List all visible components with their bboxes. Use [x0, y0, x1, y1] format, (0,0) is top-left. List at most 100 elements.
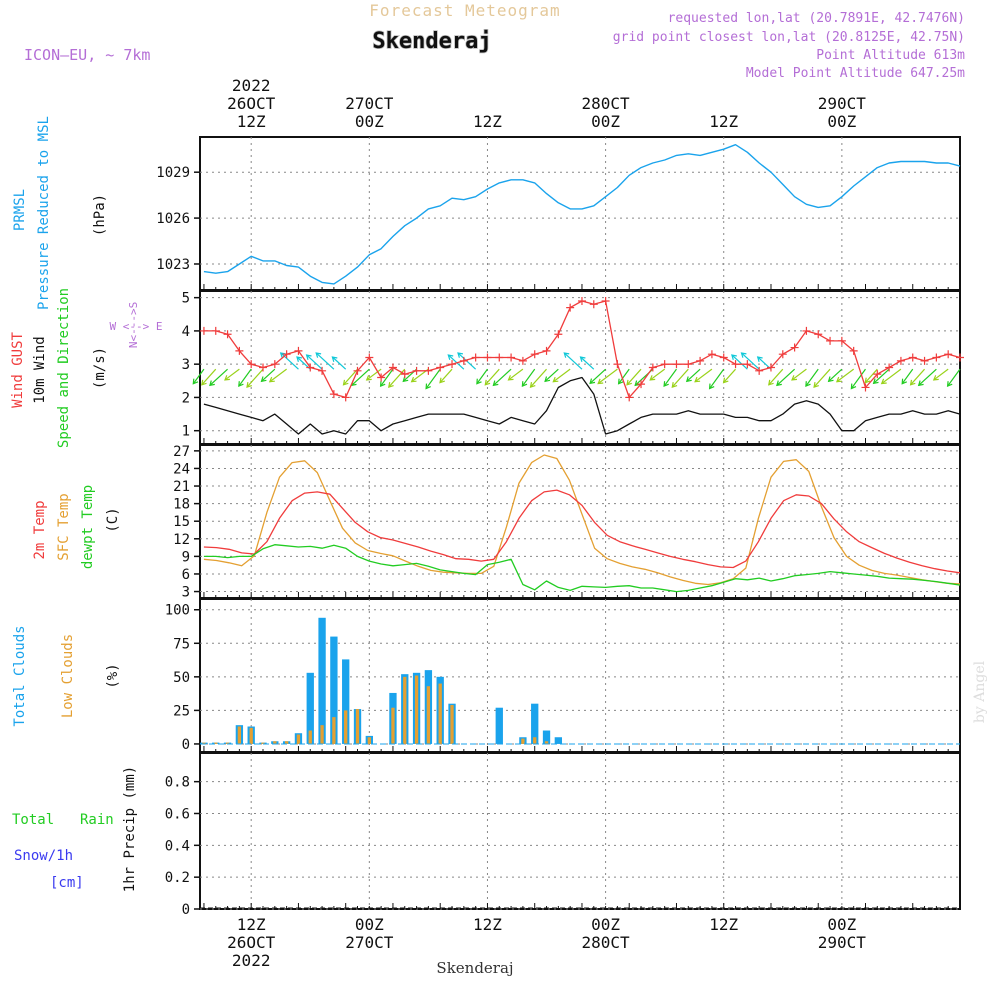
wind-arrow-head [447, 354, 454, 360]
series-dewpt [203, 544, 961, 593]
pressure-panel: 1023 1026 1029 [156, 136, 961, 291]
gust-marker [412, 366, 421, 375]
product-title: Forecast Meteogram [369, 1, 560, 20]
bottom-time-label: 2022 [232, 951, 271, 970]
gust-marker [495, 353, 504, 362]
y-tick-label: 3 [182, 585, 190, 601]
low-cloud-bar [533, 737, 537, 744]
gust-marker [554, 330, 563, 339]
wind-arrow-head [589, 378, 596, 385]
gust-marker [353, 366, 362, 375]
gust-marker [743, 360, 752, 369]
wind-arrow-head [813, 381, 819, 388]
wind-arrow-head [626, 379, 632, 386]
label-prmsl: PRMSL [12, 189, 28, 231]
y-tick-label: 1 [182, 424, 190, 440]
gust-marker [885, 363, 894, 372]
top-time-label: 12Z [237, 112, 266, 131]
wind-arrow-head [201, 379, 207, 386]
wind-direction-arrow [813, 368, 831, 388]
label-low-clouds: Low Clouds [60, 634, 76, 718]
low-cloud-bar [438, 683, 442, 744]
top-time-label: 00Z [827, 112, 856, 131]
wind-direction-arrow [671, 368, 689, 388]
wind-arrow-head [579, 356, 586, 362]
wind-arrow-head [425, 383, 431, 390]
series-gust [203, 300, 961, 399]
model-label: ICON—EU, ~ 7km [24, 46, 150, 64]
wind-direction-arrow [723, 368, 736, 383]
y-tick-label: 0 [182, 902, 190, 918]
wind-direction-arrow [791, 368, 807, 381]
total-cloud-bar [554, 737, 563, 744]
gust-marker [282, 350, 291, 359]
wind-arrow-head [305, 354, 312, 360]
wind-arrow-head [901, 378, 908, 385]
wind-direction-arrow [366, 368, 382, 381]
gust-marker [211, 326, 220, 335]
panel-frame [199, 598, 961, 753]
wind-arrow-head [597, 378, 604, 385]
wind-arrow-head [492, 380, 499, 387]
y-tick-label: 3 [182, 357, 190, 373]
label-ms: (m/s) [92, 347, 108, 389]
low-cloud-bar [320, 725, 324, 744]
y-tick-label: 50 [173, 670, 190, 686]
total-cloud-bar [531, 703, 539, 744]
y-tick-label: 1029 [156, 165, 190, 181]
bottom-time-label: 12Z [237, 915, 266, 934]
wind-arrow-head [476, 378, 482, 385]
low-cloud-bar [261, 742, 265, 744]
wind-arrow-head [917, 380, 924, 387]
wind-arrow-head [457, 352, 464, 358]
wind-direction-arrow [776, 368, 796, 386]
wind-arrow-head [544, 376, 551, 383]
gust-marker [790, 343, 799, 352]
wind-arrow-head [805, 381, 811, 388]
gust-marker [448, 360, 457, 369]
low-cloud-bar [332, 717, 336, 744]
low-cloud-bar [237, 726, 242, 744]
gust-marker [388, 363, 397, 372]
wind-arrow-head [552, 376, 559, 383]
gust-marker [424, 366, 433, 375]
wind-direction-arrow [580, 356, 595, 370]
gust-marker [199, 326, 208, 335]
y-tick-label: 0.8 [165, 775, 190, 791]
wind-direction-arrow [836, 368, 855, 383]
bottom-time-label: 12Z [709, 915, 738, 934]
bottom-time-label: 12Z [473, 915, 502, 934]
wind-direction-arrow [269, 368, 287, 383]
wind-arrow-head [740, 352, 747, 358]
wind-arrow-head [708, 383, 715, 390]
gust-marker [471, 353, 480, 362]
low-cloud-bar [355, 709, 360, 744]
series-prmsl [203, 143, 961, 285]
gust-marker [956, 353, 964, 362]
wind-direction-arrow [918, 368, 937, 386]
wind-direction-arrow [380, 368, 394, 387]
wind-panel: 1 2 3 4 5 [182, 290, 964, 445]
wind-direction-arrow [873, 368, 890, 384]
wind-arrow-head [224, 375, 230, 381]
model-altitude: Model Point Altitude 647.25m [746, 66, 965, 81]
label-prmsl-desc: Pressure Reduced to MSL [36, 116, 52, 310]
label-10m-wind: 10m Wind [32, 336, 48, 403]
panel-frame [199, 136, 961, 291]
wind-direction-arrow [694, 368, 713, 383]
credit-watermark: by Angel [972, 660, 988, 723]
label-rain: Rain [80, 812, 114, 828]
wind-direction-arrow [238, 368, 252, 387]
low-cloud-bar [367, 737, 371, 744]
point-altitude: Point Altitude 613m [816, 48, 965, 63]
bottom-time-label: 280CT [582, 933, 631, 952]
gust-marker [861, 383, 870, 392]
gust-marker [329, 390, 338, 399]
wind-direction-arrow [947, 368, 961, 387]
label-snow: Snow/1h [14, 848, 73, 864]
temp-labels: 2m Temp SFC Temp dewpt Temp (C) [32, 485, 121, 569]
low-cloud-bar [414, 675, 419, 744]
gust-marker [849, 346, 858, 355]
low-cloud-bar [284, 741, 289, 744]
low-cloud-bar [344, 710, 348, 744]
